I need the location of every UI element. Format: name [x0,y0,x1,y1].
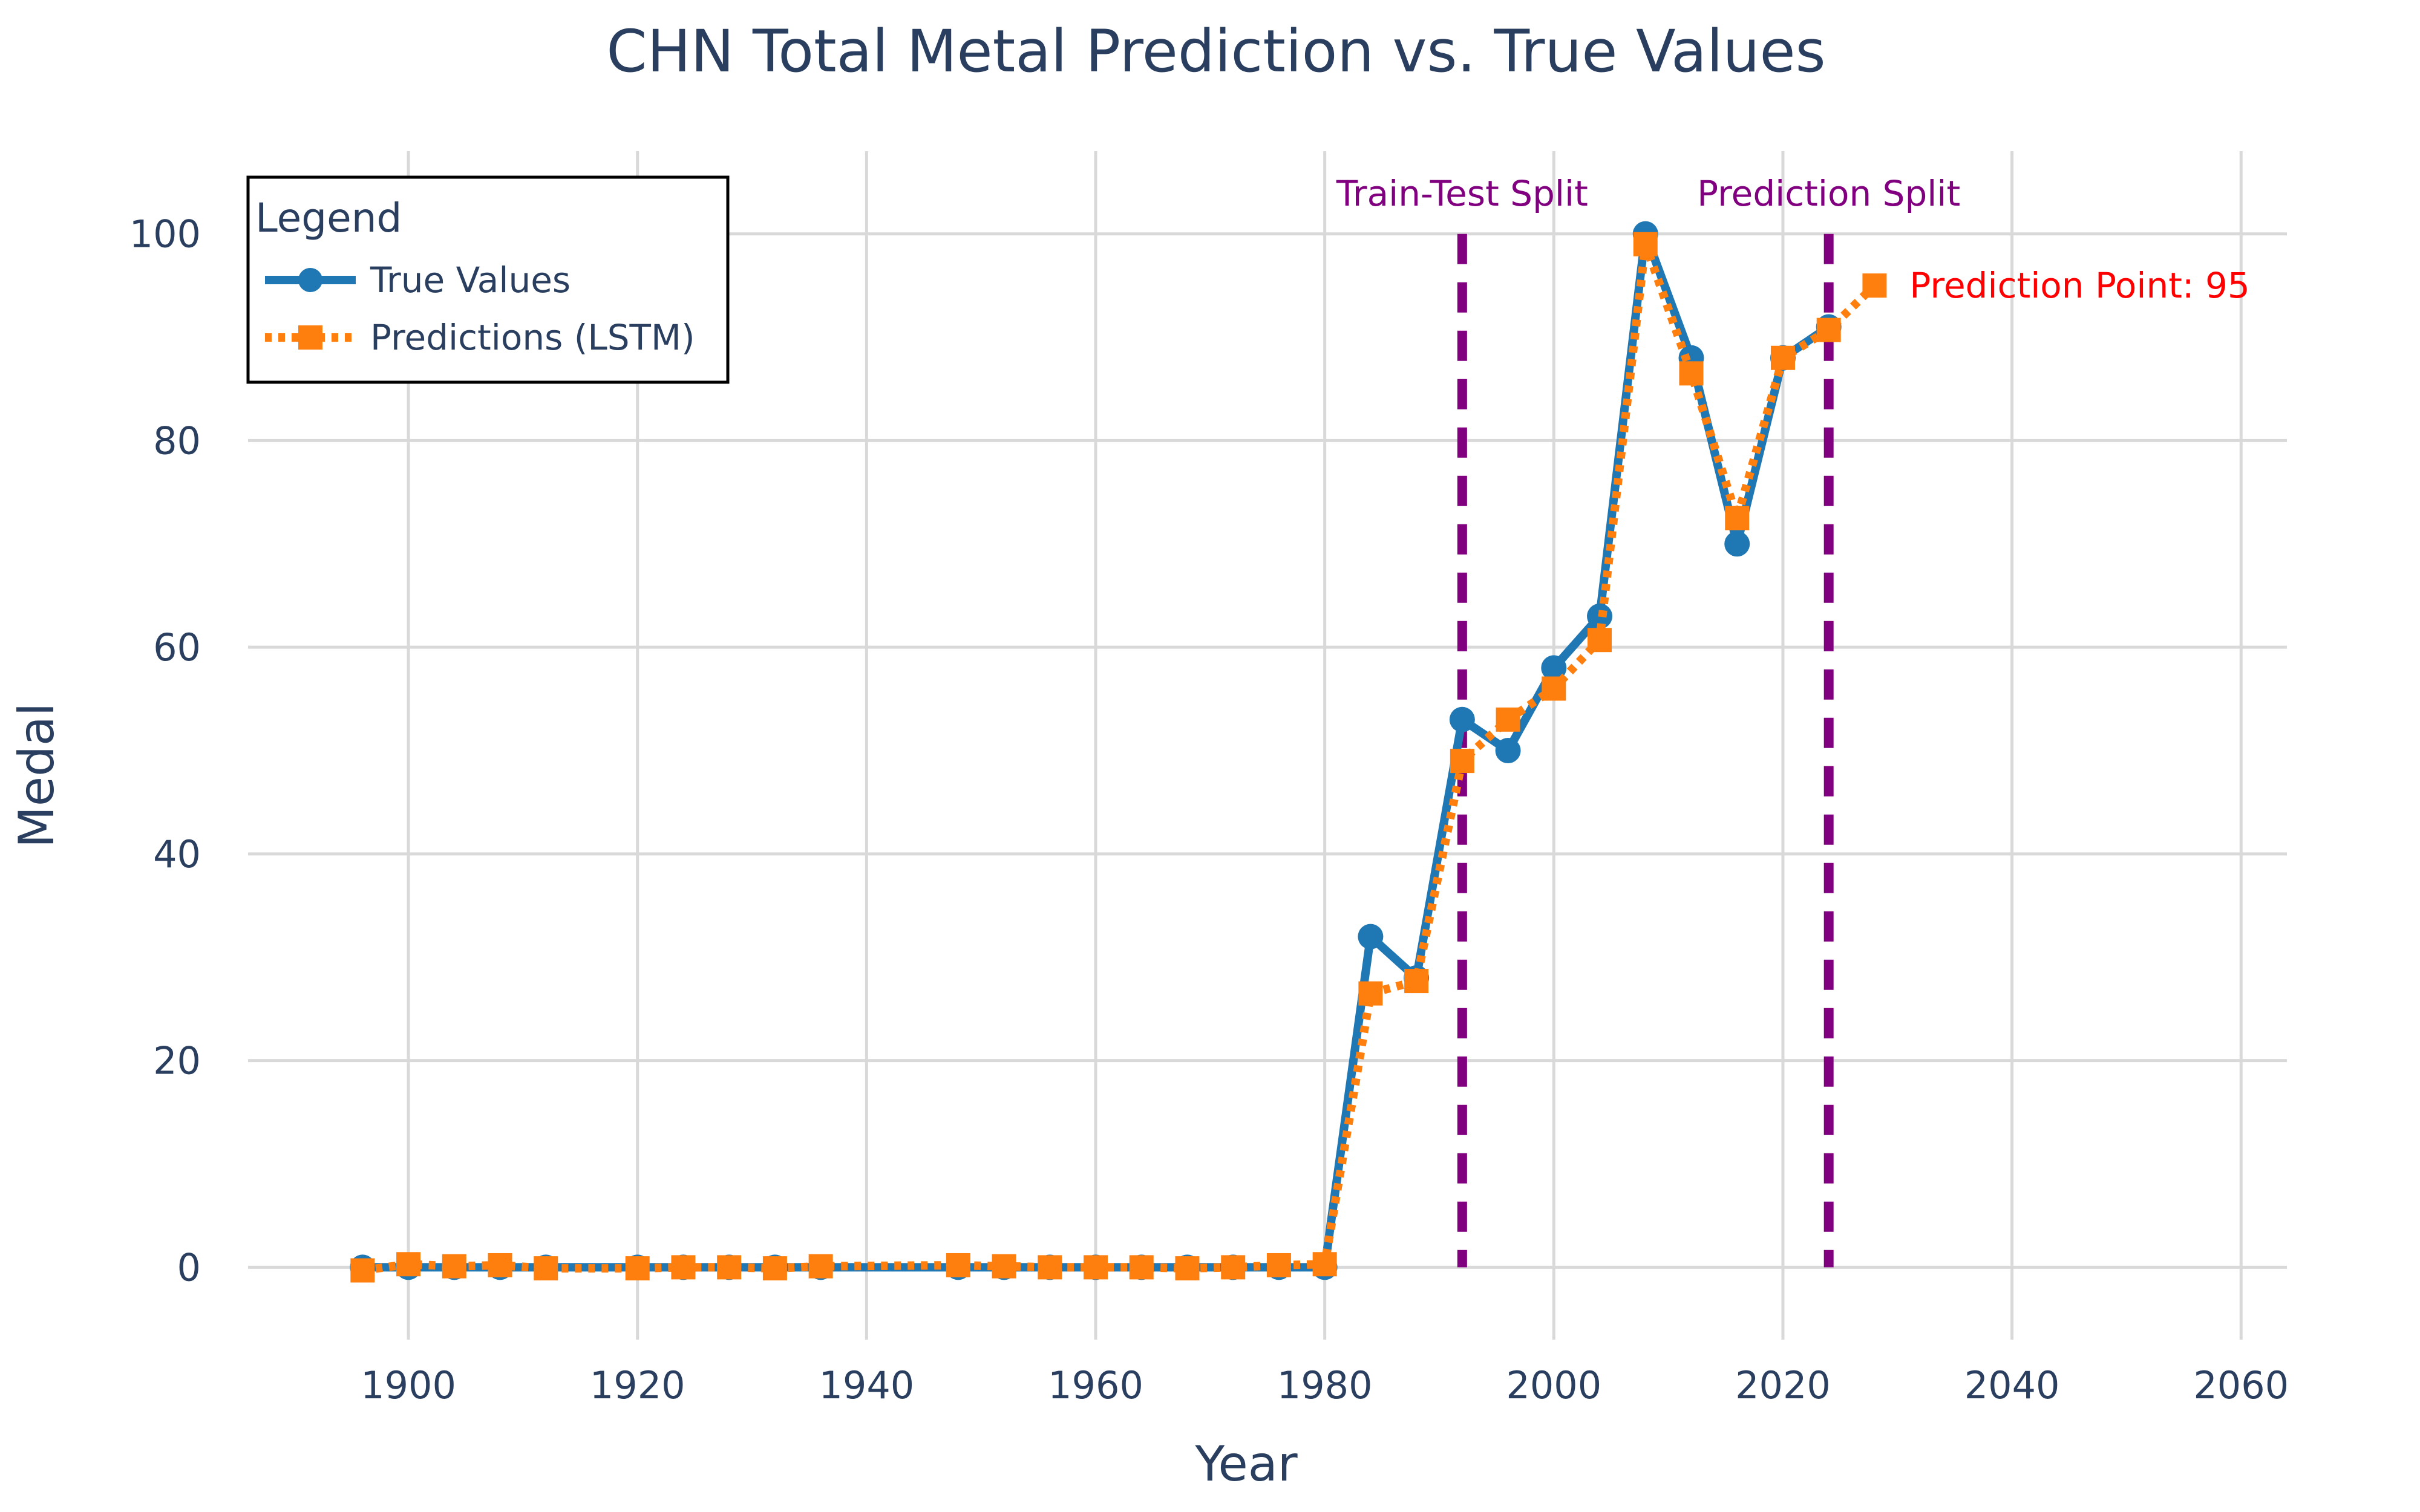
split-lines: Train-Test Split Prediction Split [1336,173,1960,1268]
x-tick-label: 2000 [1506,1363,1601,1407]
x-tick-label: 2060 [2193,1363,2289,1407]
y-tick-label: 80 [153,419,201,463]
y-tick-label: 40 [153,832,201,876]
prediction-point [1588,628,1612,653]
true-value-point [1724,531,1750,557]
prediction-point [396,1252,421,1277]
x-tick-label: 1900 [361,1363,456,1407]
y-tick-label: 0 [177,1245,201,1289]
prediction-point [1770,345,1795,370]
x-axis-title: Year [1194,1436,1297,1492]
y-axis-title: Medal [8,703,65,848]
prediction-point [1542,676,1566,701]
prediction-point [808,1254,833,1279]
y-tick-label: 60 [153,625,201,670]
prediction-point [1862,273,1887,298]
prediction-point [442,1254,466,1279]
prediction-point [1679,361,1704,386]
prediction-point [717,1255,742,1280]
prediction-point [1221,1255,1246,1280]
prediction-point [1496,707,1520,732]
legend: Legend True Values Predictions (LSTM) [246,175,730,384]
split-line-label: Train-Test Split [1336,173,1588,214]
true-value-point [1541,655,1567,681]
prediction-point [1358,981,1383,1006]
true-value-point [1449,706,1475,732]
legend-marker-true [298,268,322,292]
tick-labels: 1900 1920 1940 1960 1980 2000 2020 2040 20600204… [129,212,2289,1407]
prediction-point [1725,506,1750,530]
prediction-annotation: Prediction Point: 95 [1909,265,2249,306]
prediction-point [1633,232,1658,256]
x-tick-label: 1920 [590,1363,685,1407]
prediction-point-label: Prediction Point: 95 [1909,265,2249,306]
prediction-point [1816,318,1841,342]
series-layer [350,221,1887,1283]
true-value-point [1358,924,1384,950]
legend-label-true: True Values [370,259,571,301]
prediction-point [1312,1252,1337,1277]
x-tick-label: 2020 [1735,1363,1831,1407]
prediction-point [992,1254,1016,1279]
y-tick-label: 20 [153,1039,201,1083]
y-tick-label: 100 [129,212,201,256]
prediction-point [1266,1253,1291,1277]
legend-label-pred: Predictions (LSTM) [370,317,695,358]
prediction-point [762,1256,787,1281]
prediction-point [1084,1255,1108,1280]
grid [248,151,2287,1340]
prediction-point [350,1258,375,1283]
true-value-point [1495,738,1521,764]
legend-title: Legend [255,195,402,241]
prediction-point [1175,1256,1200,1281]
prediction-point [671,1255,696,1280]
prediction-point [625,1256,650,1281]
legend-marker-pred [298,325,322,350]
prediction-point [534,1256,558,1281]
prediction-point [946,1253,970,1277]
prediction-point [1129,1255,1154,1280]
x-tick-label: 1960 [1048,1363,1143,1407]
prediction-point [1450,749,1474,774]
split-line-label: Prediction Split [1697,173,1960,214]
prediction-point [1404,969,1429,994]
predictions-line [362,240,1878,1275]
prediction-point [1038,1255,1062,1280]
chart-title: CHN Total Metal Prediction vs. True Valu… [606,18,1825,85]
x-tick-label: 1940 [819,1363,914,1407]
x-tick-label: 2040 [1964,1363,2060,1407]
x-tick-label: 1980 [1277,1363,1373,1407]
prediction-point [488,1253,512,1277]
